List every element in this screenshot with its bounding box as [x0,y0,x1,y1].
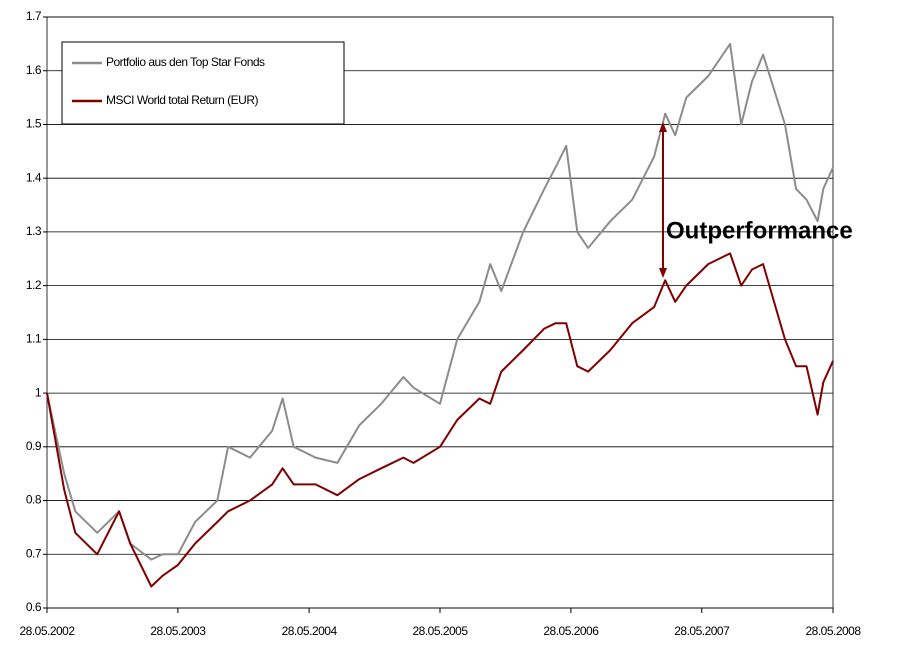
y-tick-label: 1.6 [26,63,42,77]
legend-box [61,41,345,125]
y-tick-label: 1.2 [26,278,42,292]
arrow-head [659,122,667,132]
y-tick-label: 0.9 [26,439,42,453]
arrow-head [659,268,667,278]
legend-label: Portfolio aus den Top Star Fonds [106,55,265,69]
x-tick-label: 28.05.2002 [19,624,75,638]
x-tick-label: 28.05.2007 [674,624,730,638]
y-tick-label: 1 [35,385,42,399]
y-tick-label: 0.6 [26,600,42,614]
y-tick-label: 1.3 [26,224,42,238]
legend-label: MSCI World total Return (EUR) [106,93,258,107]
series-line [46,42,834,561]
y-tick-label: 1.1 [26,332,42,346]
series-line [46,252,834,588]
x-tick-label: 28.05.2004 [282,624,338,638]
x-tick-label: 28.05.2005 [412,624,468,638]
y-tick-label: 1.5 [26,117,42,131]
x-tick-label: 28.05.2003 [150,624,206,638]
y-tick-label: 1.7 [26,9,42,23]
x-tick-label: 28.05.2008 [805,624,861,638]
y-tick-label: 1.4 [26,170,42,184]
x-tick-label: 28.05.2006 [543,624,599,638]
y-tick-label: 0.8 [26,493,42,507]
y-tick-label: 0.7 [26,546,42,560]
annotation: Outperformance [666,217,853,244]
